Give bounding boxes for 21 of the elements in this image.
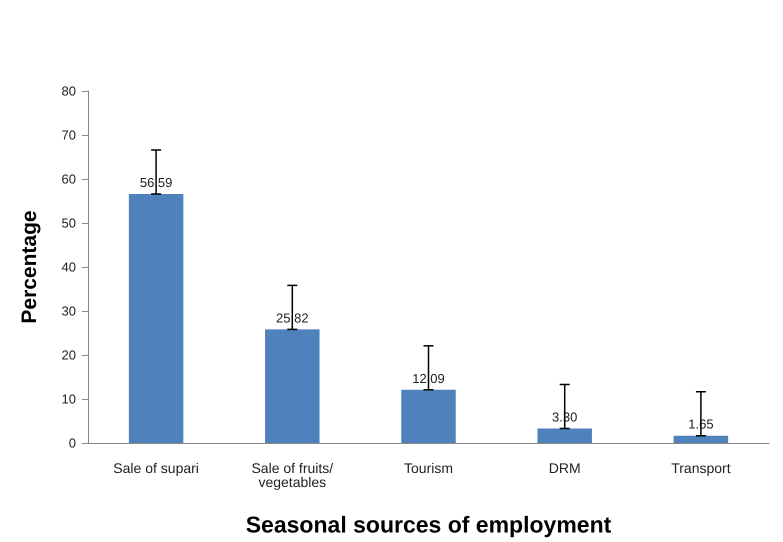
y-tick-label: 0 (68, 436, 76, 450)
x-tick-label: Tourism (404, 460, 454, 476)
bar (401, 390, 456, 443)
bar (265, 329, 320, 443)
y-axis-title: Percentage (18, 210, 41, 324)
x-tick-label: Sale of supari (113, 460, 199, 476)
x-axis-title: Seasonal sources of employment (246, 512, 612, 538)
y-tick-label: 70 (62, 128, 76, 142)
x-tick-label: Transport (671, 460, 731, 476)
y-tick-label: 10 (62, 392, 76, 406)
y-tick-label: 20 (62, 348, 76, 362)
bar (537, 428, 592, 443)
bar (128, 194, 184, 443)
x-tick-label: Sale of fruits/vegetables (251, 460, 334, 490)
bar (674, 436, 728, 443)
y-tick-label: 40 (62, 260, 76, 274)
y-tick-label: 80 (62, 84, 76, 98)
y-tick-label: 50 (62, 216, 76, 230)
y-tick-label: 60 (62, 172, 76, 186)
y-tick-label: 30 (62, 304, 76, 318)
x-tick-label: DRM (548, 460, 581, 476)
